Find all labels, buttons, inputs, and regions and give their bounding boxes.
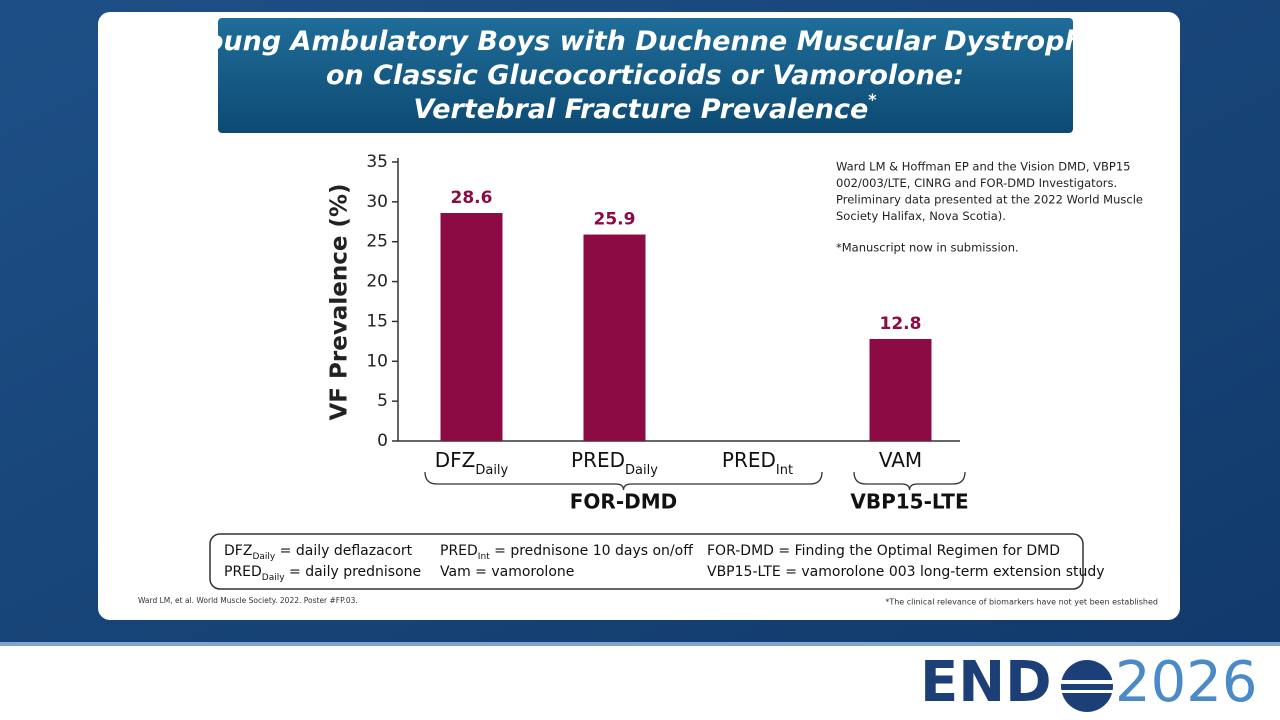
y-tick-label: 15 — [366, 311, 388, 331]
abbreviation-subscript: Int — [478, 552, 490, 562]
note-line: Ward LM & Hoffman EP and the Vision DMD,… — [836, 160, 1131, 174]
footer-rule — [0, 642, 1280, 646]
category-subscript: Daily — [625, 463, 658, 478]
group-brace — [853, 471, 966, 491]
value-label: 12.8 — [880, 314, 922, 334]
source: Ward LM, et al. World Muscle Society. 20… — [138, 596, 358, 605]
abbreviation: FOR-DMD = Finding the Optimal Regimen fo… — [707, 543, 1060, 559]
title-line: Vertebral Fracture Prevalence* — [413, 90, 877, 125]
note-line: 002/003/LTE, CINRG and FOR-DMD Investiga… — [836, 176, 1117, 190]
x-tick-label: PREDInt — [722, 448, 793, 478]
y-tick-label: 20 — [366, 272, 388, 292]
abbreviation-definition: = Finding the Optimal Regimen for DMD — [774, 543, 1060, 559]
abbreviation-term: DFZ — [224, 543, 252, 559]
abbreviation: VBP15-LTE = vamorolone 003 long-term ext… — [707, 564, 1105, 580]
note-line: Preliminary data presented at the 2022 W… — [836, 193, 1143, 207]
title-mark: * — [868, 90, 877, 109]
abbreviation-term: FOR-DMD — [707, 543, 774, 559]
title-banner — [218, 18, 1073, 133]
logo-globe — [1061, 660, 1113, 712]
abbreviation-box — [209, 533, 1084, 590]
abbreviation: Vam = vamorolone — [440, 564, 574, 580]
category-name: PRED — [571, 448, 625, 472]
value-label: 25.9 — [594, 210, 636, 230]
bar — [440, 213, 503, 441]
x-tick-label: VAM — [879, 448, 922, 472]
abbreviation-definition: = prednisone 10 days on/off — [490, 543, 694, 559]
y-tick-label: 5 — [377, 391, 388, 411]
y-tick-label: 35 — [366, 152, 388, 172]
title-line: Young Ambulatory Boys with Duchenne Musc… — [189, 26, 1103, 57]
logo-text: END — [920, 650, 1052, 715]
note-line: *Manuscript now in submission. — [836, 241, 1019, 255]
category-subscript: Int — [776, 463, 793, 478]
category-name: PRED — [722, 448, 776, 472]
x-tick-label: PREDDaily — [571, 448, 658, 478]
abbreviation-term: Vam — [440, 564, 471, 580]
footnote: *The clinical relevance of biomarkers ha… — [885, 598, 1158, 607]
title-text: on Classic Glucocorticoids or Vamorolone… — [326, 60, 964, 91]
title-text: Young Ambulatory Boys with Duchenne Musc… — [189, 26, 1103, 57]
bar — [869, 338, 932, 441]
abbreviation: PREDInt = prednisone 10 days on/off — [440, 543, 693, 562]
note-line: Society Halifax, Nova Scotia). — [836, 209, 1006, 223]
category-name: DFZ — [435, 448, 476, 472]
y-tick-label: 0 — [377, 431, 388, 451]
bar — [583, 234, 646, 441]
group-label: FOR-DMD — [570, 490, 677, 514]
abbreviation-term: VBP15-LTE — [707, 564, 781, 580]
abbreviation-definition: = daily prednisone — [285, 564, 422, 580]
abbreviation: PREDDaily = daily prednisone — [224, 564, 421, 583]
y-tick-label: 25 — [366, 232, 388, 252]
y-tick-label: 10 — [366, 351, 388, 371]
abbreviation-term: PRED — [224, 564, 262, 580]
y-axis-label: VF Prevalence (%) — [327, 184, 353, 421]
x-tick-label: DFZDaily — [435, 448, 509, 478]
abbreviation-definition: = vamorolone — [471, 564, 575, 580]
category-name: VAM — [879, 448, 922, 472]
abbreviation-definition: = daily deflazacort — [275, 543, 412, 559]
y-tick-label: 30 — [366, 192, 388, 212]
abbreviation: DFZDaily = daily deflazacort — [224, 543, 413, 562]
title-line: on Classic Glucocorticoids or Vamorolone… — [326, 60, 964, 91]
abbreviation-subscript: Daily — [262, 573, 285, 583]
logo-year: 2026 — [1115, 650, 1258, 715]
category-subscript: Daily — [475, 463, 508, 478]
group-label: VBP15-LTE — [850, 490, 968, 514]
abbreviation-subscript: Daily — [252, 552, 275, 562]
title-text: Vertebral Fracture Prevalence — [413, 94, 868, 125]
abbreviation-definition: = vamorolone 003 long-term extension stu… — [781, 564, 1105, 580]
group-brace — [424, 471, 823, 491]
value-label: 28.6 — [451, 188, 493, 208]
abbreviation-term: PRED — [440, 543, 478, 559]
